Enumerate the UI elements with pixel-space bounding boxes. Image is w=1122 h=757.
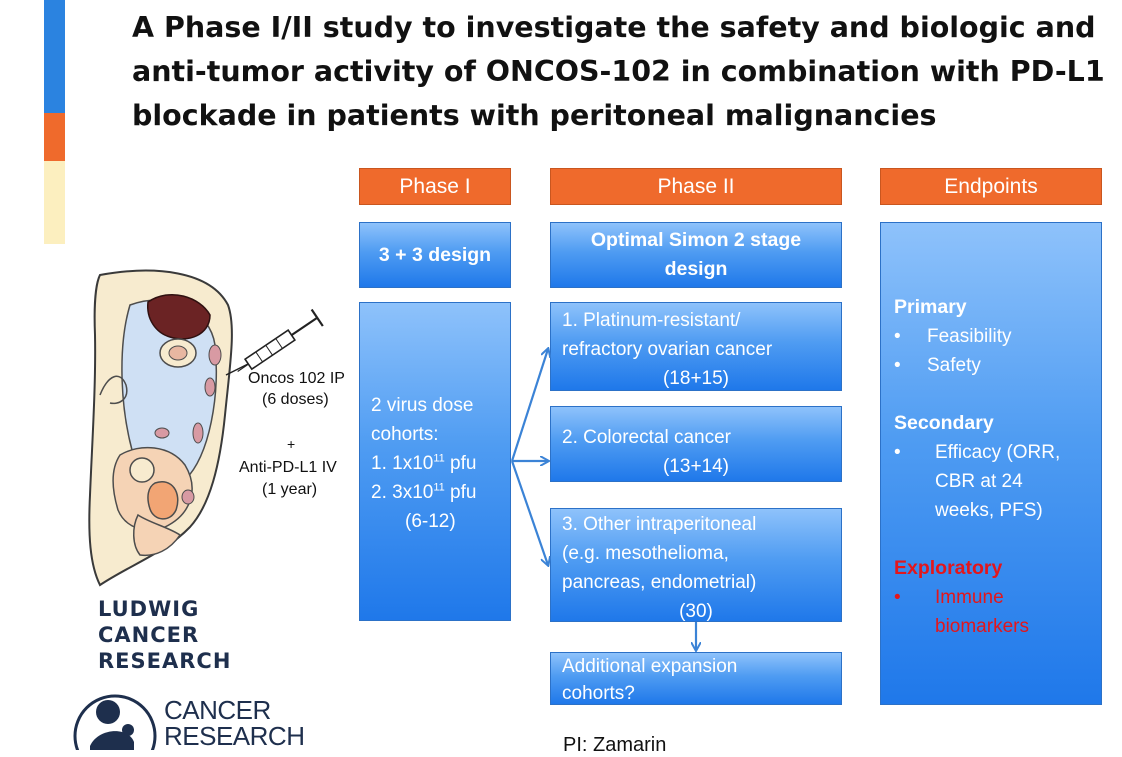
ip-label: Oncos 102 IP (248, 370, 345, 387)
dose-2: 2. 3x1011 pfu (371, 481, 477, 503)
phase-2-design: design (664, 258, 728, 280)
expansion-label: cohorts? (562, 683, 635, 704)
cri-logo-icon (73, 694, 157, 750)
ludwig-logo: LUDWIG CANCER RESEARCH (98, 597, 232, 673)
title-line: A Phase I/II study to investigate the sa… (132, 11, 1096, 44)
iv-label: Anti-PD-L1 IV (239, 459, 337, 476)
phase-2-design: Optimal Simon 2 stage (590, 229, 802, 251)
primary-heading: Primary (894, 296, 967, 318)
accent-bar-orange (44, 113, 65, 161)
cohort-2-box: 2. Colorectal cancer (13+14) (550, 406, 842, 482)
phase-1-header: Phase I (359, 168, 511, 205)
title-line: anti-tumor activity of ONCOS-102 in comb… (132, 55, 1105, 88)
endpoints-header: Endpoints (880, 168, 1102, 205)
endpoints-box: Primary • Feasibility • Safety Secondary •… (880, 222, 1102, 705)
cohort-2-n: (13+14) (662, 456, 730, 477)
cohorts-title: cohorts: (371, 424, 439, 445)
phase-1-design-box: 3 + 3 design (359, 222, 511, 288)
cri-logo-text: CANCER RESEARCH (164, 695, 305, 751)
exploratory-heading: Exploratory (894, 557, 1003, 579)
accent-bar-blue (44, 0, 65, 113)
cohort-1-box: 1. Platinum-resistant/ refractory ovaria… (550, 302, 842, 391)
phase-1-cohorts-box: 2 virus dose cohorts: 1. 1x1011 pfu 2. 3… (359, 302, 511, 621)
dose-1: 1. 1x1011 pfu (371, 452, 477, 474)
expansion-box: Additional expansion cohorts? (550, 652, 842, 705)
endpoint-item: • Safety (894, 355, 981, 376)
cohort-1-label: 1. Platinum-resistant/ (562, 310, 741, 331)
endpoint-item: • Feasibility (894, 326, 1012, 347)
secondary-heading: Secondary (894, 412, 994, 434)
phase-2-design-box: Optimal Simon 2 stage design (550, 222, 842, 288)
cohorts-title: 2 virus dose (371, 395, 474, 416)
accent-bar-yellow (44, 161, 65, 244)
cohort-1-label: refractory ovarian cancer (562, 339, 773, 360)
phase-2-header: Phase II (550, 168, 842, 205)
iv-duration: (1 year) (262, 481, 318, 498)
slide-title: A Phase I/II study to investigate the sa… (132, 6, 1105, 138)
cohort-1-n: (18+15) (662, 368, 730, 389)
dose-range: (6-12) (405, 511, 456, 532)
arrow-to-cohort-3 (510, 460, 548, 565)
plus-sign: + (287, 436, 296, 452)
cohort-3-n: (30) (679, 601, 713, 622)
cohort-3-label: pancreas, endometrial) (562, 572, 757, 593)
cohort-2-label: 2. Colorectal cancer (562, 427, 731, 448)
ip-doses: (6 doses) (262, 391, 329, 408)
cohort-3-label: (e.g. mesothelioma, (562, 543, 729, 564)
endpoint-item: • Efficacy (ORR, CBR at 24 weeks, PFS) (894, 442, 1061, 521)
title-line: blockade in patients with peritoneal mal… (132, 99, 937, 132)
cohort-3-box: 3. Other intraperitoneal (e.g. mesotheli… (550, 508, 842, 622)
abdomen-illustration (88, 269, 324, 587)
endpoint-item: • Immune biomarkers (894, 587, 1029, 637)
arrow-to-cohort-1 (510, 349, 548, 462)
phase-1-design: 3 + 3 design (378, 243, 492, 266)
cohort-3-label: 3. Other intraperitoneal (562, 514, 757, 535)
expansion-label: Additional expansion (562, 656, 738, 677)
